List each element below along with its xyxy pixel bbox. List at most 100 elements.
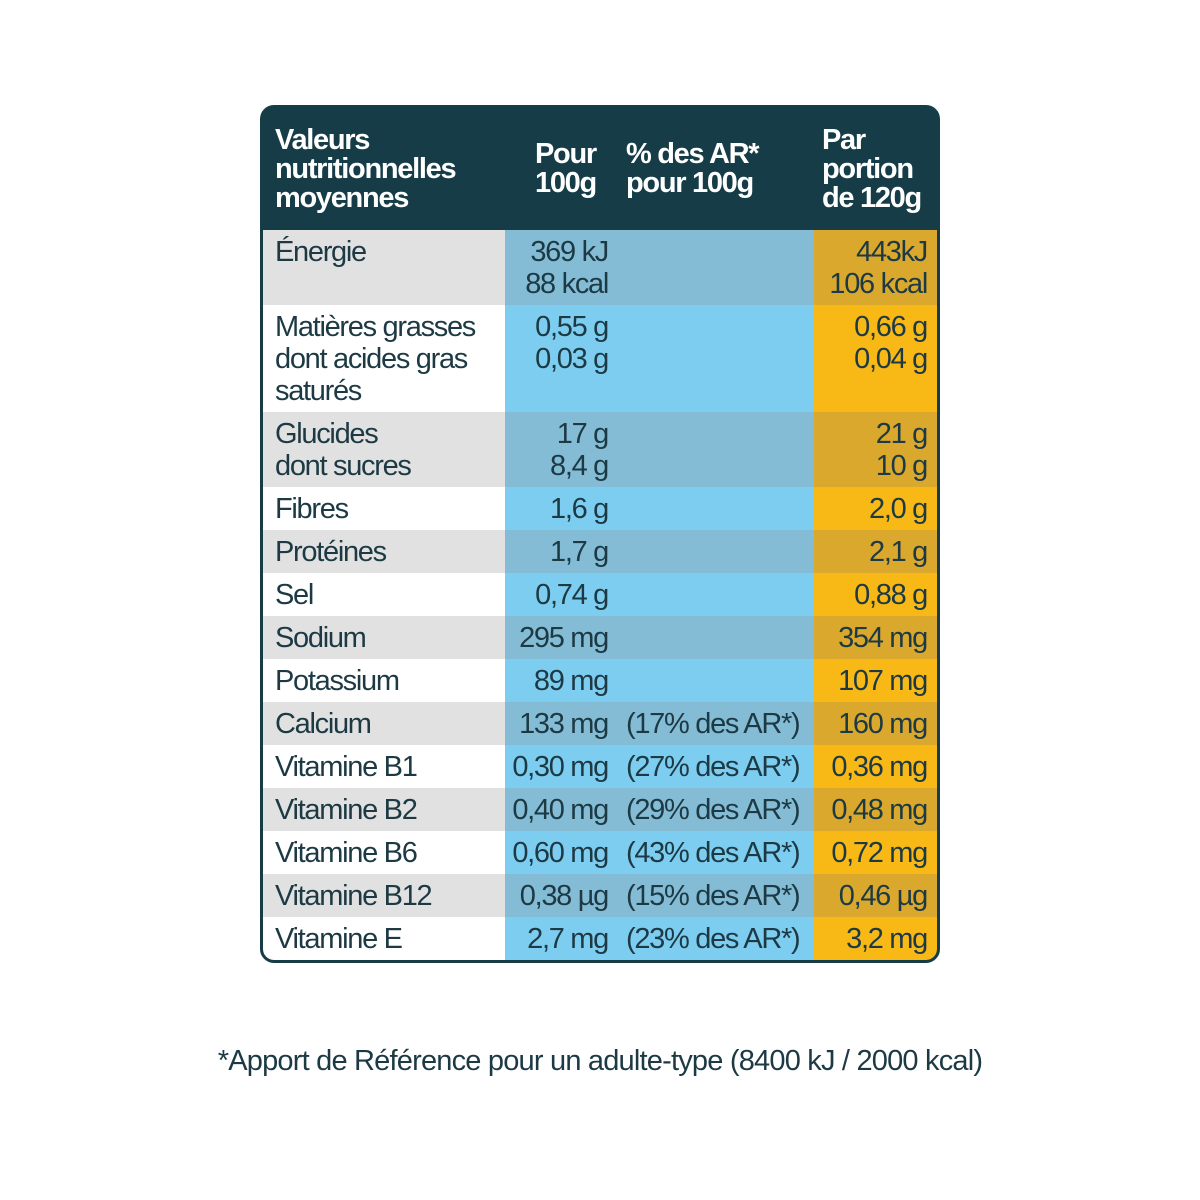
table-cell: 0,60 mg [505, 831, 616, 874]
text-line: 2,0 g [869, 493, 928, 525]
table-cell: 107 mg [814, 659, 937, 702]
text-line: 369 kJ [530, 236, 609, 268]
text-line: 0,74 g [535, 579, 609, 611]
text-line: 0,60 mg [512, 837, 609, 869]
text-line: Sel [275, 579, 314, 611]
table-cell: (29% des AR*) [616, 788, 814, 831]
text-line: (29% des AR*) [626, 794, 801, 826]
text-line: Calcium [275, 708, 372, 740]
text-line: 0,46 µg [838, 880, 929, 912]
table-row: Sodium 295 mg 354 mg [263, 616, 937, 659]
table-cell: 443kJ 106 kcal [814, 230, 937, 305]
table-cell: 2,7 mg [505, 917, 616, 960]
table-cell: Énergie [263, 230, 505, 305]
table-cell: Vitamine B1 [263, 745, 505, 788]
table: Valeurs nutritionnelles moyennes Pour 100g% … [263, 108, 937, 960]
table-cell: 0,36 mg [814, 745, 937, 788]
table-row: Énergie 369 kJ 88 kcal 443kJ 106 kcal [263, 230, 937, 305]
table-cell: Sel [263, 573, 505, 616]
table-cell: 1,7 g [505, 530, 616, 573]
text-line: 0,40 mg [512, 794, 609, 826]
text-line: Sodium [275, 622, 367, 654]
text-line: dont acides gras [275, 343, 468, 375]
table-cell: 2,0 g [814, 487, 937, 530]
table-cell: (23% des AR*) [616, 917, 814, 960]
table-cell: 295 mg [505, 616, 616, 659]
text-line: 354 mg [838, 622, 928, 654]
table-cell: Potassium [263, 659, 505, 702]
table-cell: 3,2 mg [814, 917, 937, 960]
table-cell: 0,38 µg [505, 874, 616, 917]
table-cell: Fibres [263, 487, 505, 530]
table-row: Vitamine B2 0,40 mg (29% des AR*) 0,48 mg [263, 788, 937, 831]
table-row: Glucides dont sucres 17 g 8,4 g 21 g 10 g [263, 412, 937, 487]
table-cell [616, 487, 814, 530]
text-line: Potassium [275, 665, 400, 697]
table-cell: (27% des AR*) [616, 745, 814, 788]
table-cell: 1,6 g [505, 487, 616, 530]
text-line: 100g [535, 167, 597, 199]
table-cell: 133 mg [505, 702, 616, 745]
text-line: 0,38 µg [519, 880, 610, 912]
table-row: Protéines 1,7 g 2,1 g [263, 530, 937, 573]
text-line: 133 mg [519, 708, 609, 740]
header-cell: Par portion de 120g [814, 108, 937, 230]
table-cell: 0,55 g 0,03 g [505, 305, 616, 412]
text-line: Par [822, 123, 866, 156]
text-line: 17 g [556, 418, 610, 450]
text-line: 160 mg [838, 708, 928, 740]
table-cell: 17 g 8,4 g [505, 412, 616, 487]
text-line: 443kJ [856, 236, 928, 268]
table-cell [616, 412, 814, 487]
table-cell: 21 g 10 g [814, 412, 937, 487]
text-line: Vitamine E [275, 923, 403, 955]
text-line: 0,72 mg [831, 837, 928, 869]
table-row: Fibres 1,6 g 2,0 g [263, 487, 937, 530]
text-line: 107 mg [838, 665, 928, 697]
table-row: Vitamine E 2,7 mg (23% des AR*) 3,2 mg [263, 917, 937, 960]
text-line: 0,66 g [854, 311, 928, 343]
text-line: 0,36 mg [831, 751, 928, 783]
header-cell: % des AR* pour 100g [616, 108, 814, 230]
text-line: Vitamine B2 [275, 794, 418, 826]
text-line: 106 kcal [829, 268, 928, 300]
text-line: 0,30 mg [512, 751, 609, 783]
text-line: 1,6 g [550, 493, 609, 525]
footnote: *Apport de Référence pour un adulte-type… [217, 1045, 983, 1077]
table-row: Matières grasses dont acides gras saturés 0… [263, 305, 937, 412]
text-line: Matières grasses [275, 311, 476, 343]
text-line: (17% des AR*) [626, 708, 801, 740]
table-cell: 160 mg [814, 702, 937, 745]
text-line: 89 mg [533, 665, 609, 697]
text-line: 0,03 g [535, 343, 609, 375]
text-line: Énergie [275, 236, 367, 268]
text-line: 21 g [875, 418, 929, 450]
table-cell: Vitamine B6 [263, 831, 505, 874]
table-cell: 0,30 mg [505, 745, 616, 788]
table-cell: Vitamine E [263, 917, 505, 960]
text-line: Valeurs [275, 123, 370, 156]
table-cell [616, 530, 814, 573]
text-line: 0,88 g [854, 579, 928, 611]
table-cell: (43% des AR*) [616, 831, 814, 874]
table-cell [616, 230, 814, 305]
table-cell [616, 616, 814, 659]
table-row: Sel 0,74 g 0,88 g [263, 573, 937, 616]
text-line: 2,1 g [869, 536, 928, 568]
table-cell: 0,72 mg [814, 831, 937, 874]
table-row: Vitamine B6 0,60 mg (43% des AR*) 0,72 mg [263, 831, 937, 874]
nutrition-table: Valeurs nutritionnelles moyennes Pour 100g% … [260, 105, 940, 963]
text-line: portion [822, 152, 914, 185]
table-cell: 0,74 g [505, 573, 616, 616]
table-cell: 0,66 g 0,04 g [814, 305, 937, 412]
text-line: (15% des AR*) [626, 880, 801, 912]
header-cell: Valeurs nutritionnelles moyennes [263, 108, 505, 230]
table-cell: Sodium [263, 616, 505, 659]
text-line: (27% des AR*) [626, 751, 801, 783]
text-line: moyennes [275, 181, 409, 214]
text-line: 3,2 mg [846, 923, 928, 955]
table-cell: Calcium [263, 702, 505, 745]
table-body: Énergie 369 kJ 88 kcal 443kJ 106 kcal Matière… [263, 230, 937, 960]
text-line: 10 g [875, 450, 929, 482]
